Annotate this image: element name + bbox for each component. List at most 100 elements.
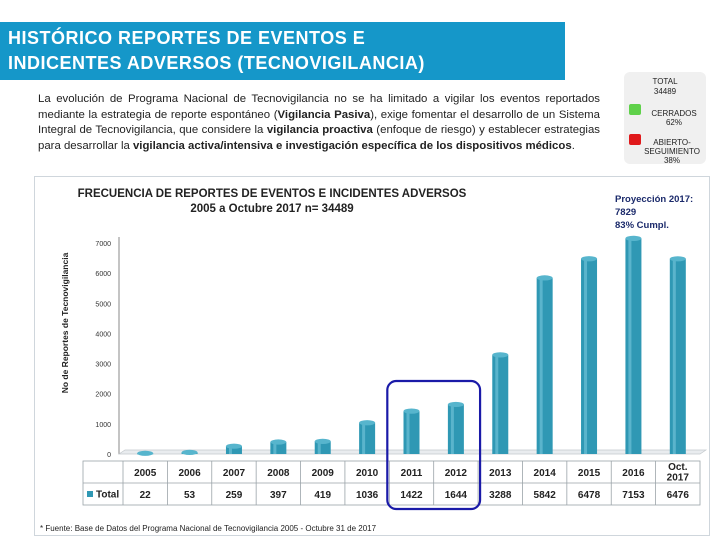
data-value-label: 397 bbox=[270, 490, 287, 501]
data-value-label: 419 bbox=[314, 490, 331, 501]
bar-highlight bbox=[228, 446, 232, 454]
closed-label: CERRADOS bbox=[651, 109, 697, 118]
total-label: TOTAL bbox=[652, 77, 678, 86]
bar-highlight bbox=[362, 422, 366, 454]
x-category-label: 2005 bbox=[134, 468, 157, 479]
x-category-label: 2008 bbox=[267, 468, 290, 479]
bar bbox=[403, 411, 420, 454]
bar-highlight bbox=[406, 411, 410, 454]
chart-title-line1: FRECUENCIA DE REPORTES DE EVENTOS E INCI… bbox=[78, 188, 467, 200]
intro-bold-1: Vigilancia Pasiva bbox=[277, 108, 371, 121]
bar-top bbox=[669, 256, 686, 262]
x-category-label: 2014 bbox=[534, 468, 557, 479]
x-category-label: Oct. bbox=[668, 462, 688, 473]
x-category-label: 2012 bbox=[445, 468, 468, 479]
intro-text-1: La evolución de Programa Nacional de Tec… bbox=[38, 93, 600, 121]
closed-status-icon bbox=[629, 104, 641, 115]
bar-top bbox=[447, 401, 464, 408]
bar-highlight bbox=[495, 354, 499, 454]
data-value-label: 3288 bbox=[489, 490, 512, 501]
x-category-label: 2006 bbox=[178, 468, 201, 479]
data-value-label: 6478 bbox=[578, 490, 601, 501]
y-tick-label: 7000 bbox=[95, 241, 111, 248]
y-tick-label: 5000 bbox=[95, 301, 111, 308]
data-value-label: 1036 bbox=[356, 490, 379, 501]
title-banner: HISTÓRICO REPORTES DE EVENTOS E INDICENT… bbox=[0, 22, 565, 80]
x-category-label: 2010 bbox=[356, 468, 379, 479]
highlight-box bbox=[386, 379, 482, 511]
bar-top bbox=[536, 275, 553, 281]
projection-label: Proyección 2017: bbox=[615, 194, 693, 205]
bar-highlight bbox=[584, 258, 588, 454]
projection-value: 7829 bbox=[615, 207, 636, 218]
bar-highlight bbox=[317, 441, 321, 454]
bar-top bbox=[581, 256, 598, 262]
bar bbox=[669, 258, 686, 454]
y-tick-label: 3000 bbox=[95, 362, 111, 369]
x-category-label: 2015 bbox=[578, 468, 601, 479]
bar-highlight bbox=[273, 442, 277, 454]
intro-bold-3: vigilancia activa/intensiva e investigac… bbox=[132, 139, 572, 152]
y-axis-label: No de Reportes de Tecnovigilancia bbox=[60, 252, 70, 393]
page-title-line1: HISTÓRICO REPORTES DE EVENTOS E bbox=[8, 28, 366, 48]
x-category-label: 2011 bbox=[401, 468, 423, 479]
page-title-line2: INDICENTES ADVERSOS (TECNOVIGILANCIA) bbox=[8, 53, 425, 73]
bar-top bbox=[625, 235, 642, 241]
bar bbox=[492, 354, 509, 454]
bar bbox=[359, 422, 376, 454]
x-category-label: 2016 bbox=[622, 468, 645, 479]
y-tick-label: 2000 bbox=[95, 392, 111, 399]
bar-highlight bbox=[450, 404, 454, 454]
status-summary: TOTAL 34489 CERRADOS 62% ABIERTO- SEGUIM… bbox=[624, 72, 706, 165]
legend-swatch bbox=[87, 491, 93, 497]
y-tick-label: 1000 bbox=[95, 422, 111, 429]
x-category-label: 2013 bbox=[489, 468, 512, 479]
data-value-label: 7153 bbox=[622, 490, 645, 501]
data-value-label: 1644 bbox=[445, 490, 468, 501]
data-value-label: 1422 bbox=[400, 490, 423, 501]
open-label: ABIERTO- bbox=[653, 138, 691, 147]
chart-title-line2: 2005 a Octubre 2017 n= 34489 bbox=[190, 203, 353, 215]
x-category-label: 2017 bbox=[667, 473, 690, 484]
closed-percent: 62% bbox=[665, 118, 682, 127]
bar-top bbox=[225, 443, 242, 449]
bar bbox=[225, 446, 242, 454]
open-status-icon bbox=[629, 134, 641, 145]
data-value-label: 5842 bbox=[534, 490, 557, 501]
open-label-2: SEGUIMIENTO bbox=[644, 147, 700, 156]
y-tick-label: 0 bbox=[107, 452, 111, 459]
intro-text-3: (enfoque de riesgo) y establecer estrate… bbox=[38, 124, 600, 152]
bar-top bbox=[403, 408, 420, 414]
bar-chart: FRECUENCIA DE REPORTES DE EVENTOS E INCI… bbox=[60, 188, 708, 511]
legend-label: Total bbox=[96, 490, 119, 501]
bar-top bbox=[314, 438, 331, 444]
bar-top bbox=[359, 420, 376, 426]
x-category-label: 2009 bbox=[312, 468, 335, 479]
intro-text-2: ), exige fomentar el desarrollo de un Si… bbox=[38, 108, 600, 137]
bar-top bbox=[270, 439, 287, 445]
bar-highlight bbox=[628, 238, 632, 454]
source-footnote: * Fuente: Base de Datos del Programa Nac… bbox=[40, 524, 377, 533]
bar-highlight bbox=[672, 258, 676, 454]
bar-top bbox=[181, 449, 198, 456]
bar bbox=[536, 277, 553, 454]
bar bbox=[581, 258, 598, 454]
bar bbox=[447, 404, 464, 454]
intro-paragraph: La evolución de Programa Nacional de Tec… bbox=[38, 92, 600, 154]
bar bbox=[625, 238, 642, 454]
data-value-label: 22 bbox=[140, 490, 152, 501]
projection-percent: 83% Cumpl. bbox=[615, 220, 669, 231]
chart-panel: FRECUENCIA DE REPORTES DE EVENTOS E INCI… bbox=[34, 176, 710, 536]
intro-text-4: . bbox=[571, 139, 575, 152]
x-category-label: 2007 bbox=[223, 468, 246, 479]
data-value-label: 6476 bbox=[667, 490, 690, 501]
y-tick-label: 6000 bbox=[95, 271, 111, 278]
intro-bold-2: vigilancia proactiva bbox=[266, 124, 373, 137]
data-value-label: 259 bbox=[226, 490, 243, 501]
bar-top bbox=[137, 450, 154, 456]
y-tick-label: 4000 bbox=[95, 331, 111, 338]
bar-top bbox=[492, 352, 509, 358]
bar bbox=[270, 442, 287, 454]
data-value-label: 53 bbox=[184, 490, 196, 501]
bar-highlight bbox=[539, 277, 543, 454]
